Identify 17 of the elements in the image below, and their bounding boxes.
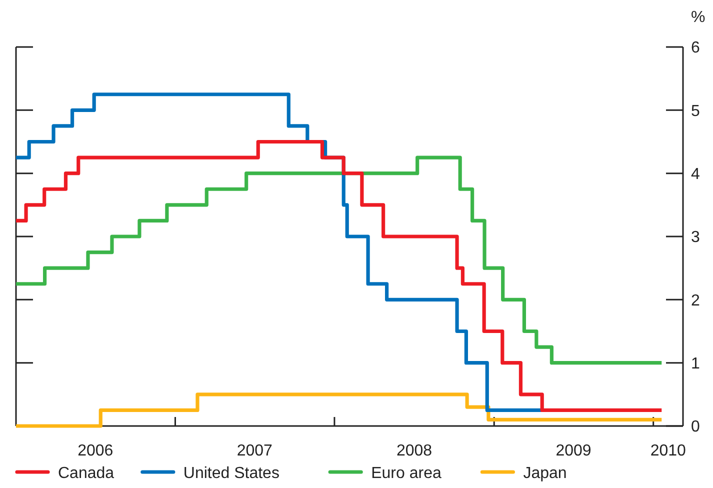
y-tick-label: 0	[691, 418, 700, 436]
y-tick-label: 3	[691, 229, 700, 246]
x-tick-label: 2010	[650, 442, 686, 460]
x-tick-label: 2008	[396, 442, 432, 460]
y-tick-label: 6	[691, 40, 700, 57]
legend-label: Japan	[523, 465, 567, 482]
legend-label: United States	[183, 465, 280, 482]
y-tick-label: 4	[691, 166, 700, 183]
y-tick-label: 2	[691, 292, 700, 310]
x-tick-label: 2007	[236, 442, 273, 460]
y-tick-label: 1	[691, 355, 700, 372]
legend-label: Canada	[58, 465, 114, 482]
y-axis-title: %	[691, 9, 706, 26]
x-tick-label: 2009	[556, 442, 592, 460]
y-tick-label: 5	[691, 102, 700, 120]
legend-label: Euro area	[371, 465, 442, 482]
x-tick-label: 2006	[78, 442, 114, 460]
